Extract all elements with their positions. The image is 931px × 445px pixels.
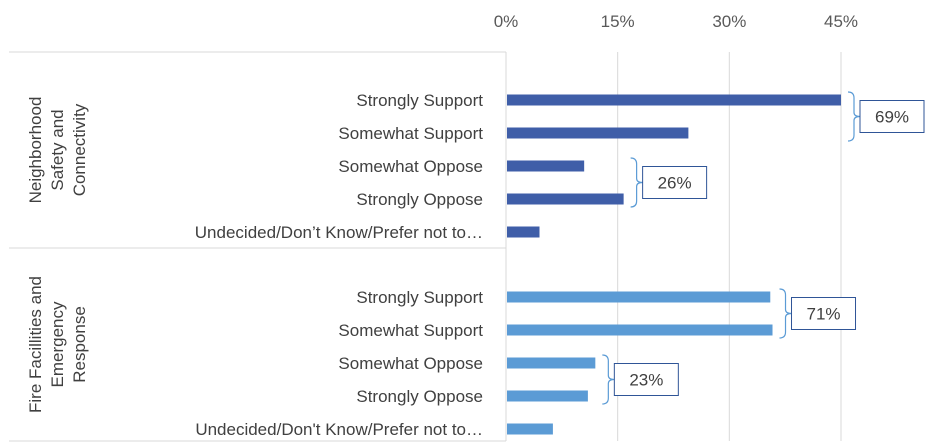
- annotation-bracket: [779, 288, 792, 339]
- group-label-line: Fire Facillities and: [26, 276, 45, 413]
- category-label: Undecided/Don't Know/Prefer not to…: [195, 420, 483, 439]
- group-label-line: Response: [70, 306, 89, 383]
- category-labels: Strongly Support Somewhat Support Somewhat…: [195, 91, 483, 439]
- annotation-label: 69%: [875, 108, 909, 127]
- x-axis: 0% 15% 30% 45%: [494, 12, 858, 31]
- annotation-label: 26%: [658, 174, 692, 193]
- group-label-line: Neighborhood: [26, 97, 45, 204]
- category-label: Strongly Support: [356, 288, 483, 307]
- group-label-line: Connectivity: [70, 103, 89, 196]
- category-label: Strongly Support: [356, 91, 483, 110]
- annotation-label: 23%: [629, 371, 663, 390]
- category-label: Undecided/Don’t Know/Prefer not to…: [195, 223, 483, 242]
- group-label: Neighborhood Safety and Connectivity: [26, 97, 89, 204]
- annotation-box: [859, 100, 925, 133]
- category-label: Somewhat Support: [338, 321, 483, 340]
- annotation-box: [791, 297, 857, 330]
- bars: [507, 94, 841, 435]
- group-label-line: Safety and: [48, 109, 67, 190]
- x-tick-label: 0%: [494, 12, 519, 31]
- annotations: 69% 26% 71% 23%: [602, 91, 925, 405]
- annotation-box: [642, 166, 708, 199]
- annotation-box: [613, 363, 679, 396]
- group-label-line: Emergency: [48, 301, 67, 387]
- category-label: Somewhat Oppose: [338, 354, 483, 373]
- bar: [507, 127, 689, 139]
- category-label: Somewhat Oppose: [338, 157, 483, 176]
- bar: [507, 160, 585, 172]
- group-label: Fire Facillities and Emergency Response: [26, 276, 89, 413]
- group-labels: Neighborhood Safety and Connectivity Fire F…: [26, 97, 89, 413]
- bar: [507, 94, 841, 106]
- category-label: Strongly Oppose: [356, 190, 483, 209]
- x-tick-label: 15%: [601, 12, 635, 31]
- annotation-label: 71%: [806, 305, 840, 324]
- annotation-bracket: [630, 157, 643, 208]
- annotation-bracket: [847, 91, 861, 142]
- bar: [507, 423, 553, 435]
- bar: [507, 193, 624, 205]
- bar: [507, 291, 771, 303]
- gridlines: [9, 51, 842, 442]
- x-tick-label: 45%: [824, 12, 858, 31]
- bar: [507, 390, 588, 402]
- bar: [507, 226, 540, 238]
- annotation-bracket: [602, 354, 615, 405]
- category-label: Somewhat Support: [338, 124, 483, 143]
- bar: [507, 324, 773, 336]
- bar: [507, 357, 596, 369]
- category-label: Strongly Oppose: [356, 387, 483, 406]
- x-tick-label: 30%: [712, 12, 746, 31]
